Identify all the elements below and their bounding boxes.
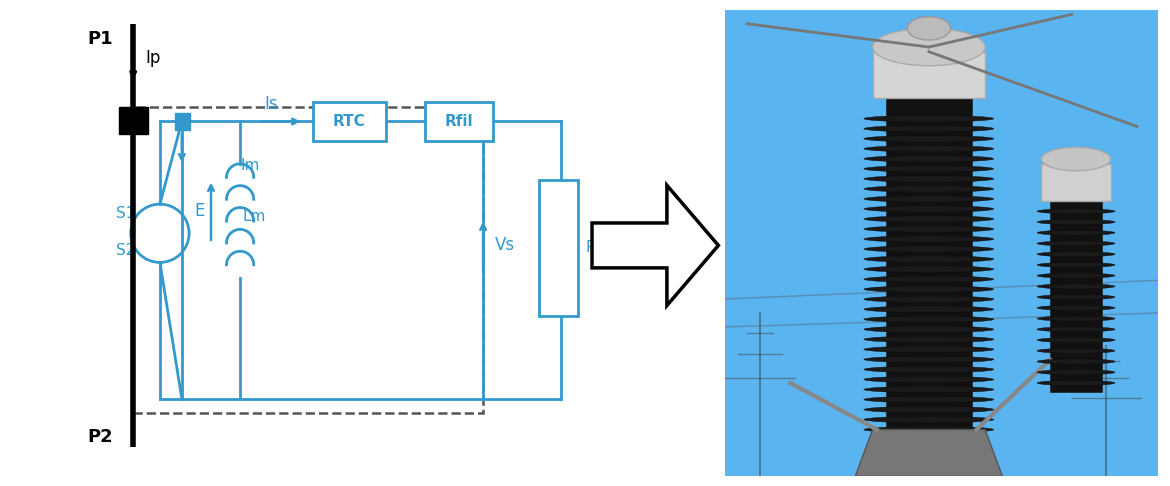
Ellipse shape [1037, 381, 1115, 385]
Ellipse shape [873, 28, 985, 66]
Ellipse shape [1037, 327, 1115, 332]
Ellipse shape [1037, 305, 1115, 311]
Ellipse shape [863, 196, 993, 202]
Ellipse shape [1037, 295, 1115, 300]
Ellipse shape [863, 336, 993, 343]
Ellipse shape [863, 406, 993, 413]
Ellipse shape [863, 156, 993, 162]
Ellipse shape [863, 306, 993, 312]
Ellipse shape [863, 356, 993, 363]
Ellipse shape [863, 386, 993, 393]
Ellipse shape [863, 236, 993, 243]
Ellipse shape [863, 417, 993, 423]
Ellipse shape [863, 376, 993, 383]
Ellipse shape [863, 286, 993, 293]
FancyBboxPatch shape [314, 102, 386, 141]
Ellipse shape [863, 246, 993, 252]
Ellipse shape [1037, 230, 1115, 235]
Text: Vs: Vs [495, 236, 516, 255]
Ellipse shape [863, 296, 993, 302]
Ellipse shape [1037, 370, 1115, 375]
Ellipse shape [1037, 284, 1115, 289]
Bar [886, 94, 972, 439]
Ellipse shape [1037, 348, 1115, 353]
Ellipse shape [863, 125, 993, 132]
Ellipse shape [863, 115, 993, 122]
Ellipse shape [863, 206, 993, 212]
Bar [118, 107, 147, 134]
Bar [174, 113, 190, 130]
Ellipse shape [863, 175, 993, 182]
FancyBboxPatch shape [539, 180, 578, 316]
Ellipse shape [863, 426, 993, 433]
Ellipse shape [863, 346, 993, 353]
Text: P2: P2 [87, 428, 112, 447]
Text: Lm: Lm [242, 209, 266, 224]
Polygon shape [592, 185, 718, 306]
Text: E: E [194, 202, 205, 221]
Ellipse shape [863, 316, 993, 323]
Polygon shape [855, 430, 1003, 476]
Ellipse shape [1037, 273, 1115, 278]
Ellipse shape [1037, 337, 1115, 343]
Text: Is: Is [264, 95, 278, 114]
Bar [1041, 164, 1110, 201]
Text: Im: Im [240, 158, 260, 173]
Ellipse shape [1037, 359, 1115, 364]
Bar [873, 52, 985, 98]
Ellipse shape [863, 166, 993, 172]
Ellipse shape [907, 17, 950, 40]
Text: Rfil: Rfil [445, 114, 473, 129]
Text: P1: P1 [87, 30, 112, 48]
Bar [1049, 196, 1102, 392]
Ellipse shape [1037, 262, 1115, 267]
Ellipse shape [1041, 147, 1110, 171]
Ellipse shape [863, 276, 993, 282]
Text: RTC: RTC [333, 114, 366, 129]
Ellipse shape [1037, 208, 1115, 214]
Text: Rcharge: Rcharge [585, 241, 648, 255]
Ellipse shape [863, 216, 993, 222]
Ellipse shape [863, 366, 993, 373]
Ellipse shape [1037, 252, 1115, 257]
Ellipse shape [863, 256, 993, 262]
Ellipse shape [1037, 316, 1115, 321]
Ellipse shape [863, 266, 993, 272]
Ellipse shape [863, 396, 993, 403]
Text: Ip: Ip [145, 49, 160, 68]
Ellipse shape [863, 145, 993, 152]
Bar [133, 107, 483, 413]
Ellipse shape [863, 226, 993, 232]
Ellipse shape [863, 326, 993, 332]
Ellipse shape [1037, 220, 1115, 225]
Ellipse shape [1037, 241, 1115, 246]
FancyBboxPatch shape [425, 102, 493, 141]
Ellipse shape [863, 136, 993, 142]
Ellipse shape [863, 186, 993, 192]
Text: S2: S2 [116, 243, 136, 258]
Text: S1: S1 [116, 207, 136, 221]
